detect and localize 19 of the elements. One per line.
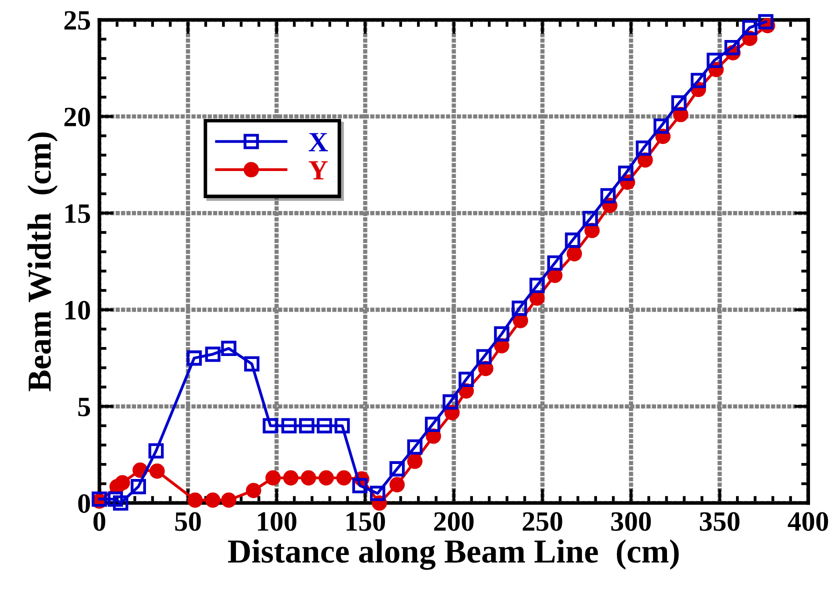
y-tick-label: 20	[64, 108, 90, 126]
y-axis-title: Beam Width (cm)	[27, 132, 58, 392]
legend-label: X	[308, 133, 328, 152]
x-tick-label: 0	[93, 512, 106, 531]
x-tick-label: 50	[175, 512, 201, 531]
x-tick-label: 400	[788, 512, 828, 531]
y-tick-label: 15	[65, 204, 90, 224]
y-tick-label: 25	[64, 11, 90, 30]
y-tick-label: 5	[78, 398, 90, 416]
x-axis-title: Distance along Beam Line (cm)	[228, 539, 679, 570]
y-tick-label: 10	[65, 300, 90, 320]
x-tick-label: 100	[258, 512, 296, 531]
x-tick-label: 200	[434, 512, 474, 531]
x-tick-label: 300	[611, 512, 651, 531]
x-tick-label: 350	[700, 512, 740, 531]
legend-label: Y	[308, 161, 328, 180]
x-tick-label: 250	[522, 512, 562, 531]
y-tick-label: 0	[78, 494, 90, 513]
x-tick-label: 150	[346, 512, 385, 531]
